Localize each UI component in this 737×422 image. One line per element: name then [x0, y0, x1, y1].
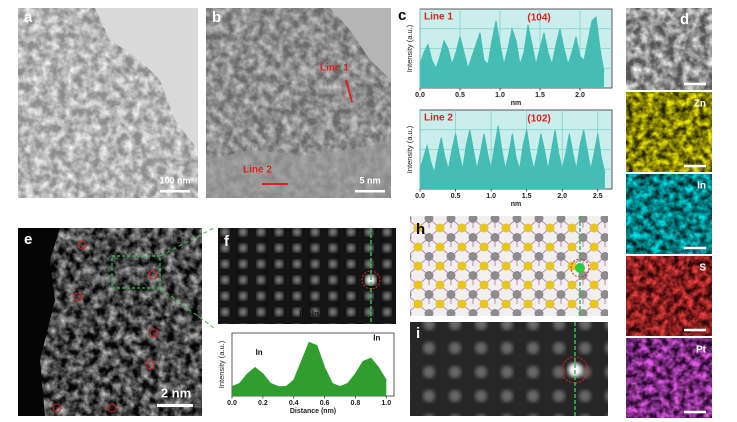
y-axis-label: Intensity (a.u.) [405, 125, 414, 173]
x-tick-label: 2.5 [593, 193, 603, 200]
x-tick-label: 0.4 [289, 400, 299, 407]
panel-label: i [416, 325, 420, 342]
annotation: In [373, 333, 380, 342]
area-fill [420, 16, 604, 88]
scale-bar-label: 5 nm [359, 175, 380, 185]
line-label: Line 2 [243, 165, 272, 176]
x-tick-label: 0.0 [415, 193, 425, 200]
texture [626, 8, 712, 90]
scale-bar-label: 2 nm [161, 385, 191, 400]
profile-line [231, 341, 387, 388]
chart-title: Line 2 [424, 113, 453, 124]
x-tick-label: 0.8 [351, 400, 361, 407]
map-label: Pt [696, 345, 707, 356]
map-label: In [697, 181, 706, 192]
x-tick-label: 0.2 [258, 400, 268, 407]
line-label: Line 1 [320, 63, 349, 74]
panel-f: f [218, 228, 396, 324]
area-fill [420, 125, 605, 189]
profile-line [419, 125, 606, 174]
atoms [218, 228, 396, 324]
panel-label: e [24, 231, 32, 248]
background-area [95, 8, 198, 150]
area-fill [232, 342, 387, 396]
annotation: Pt+In [299, 310, 319, 319]
panel-label: h [416, 221, 425, 238]
annotation: (104) [527, 13, 550, 24]
scale-bar [355, 190, 385, 193]
annotation: (102) [527, 114, 550, 125]
lattice [410, 216, 608, 316]
texture [626, 174, 712, 254]
x-axis-label: Distance (nm) [290, 408, 336, 415]
annotation: In [256, 348, 263, 357]
panel-a: a 100 nm [18, 8, 198, 198]
texture [626, 256, 712, 336]
texture [626, 92, 712, 172]
markers [52, 240, 159, 413]
x-tick-label: 1.0 [495, 92, 505, 99]
y-axis-label: Intensity (a.u.) [405, 24, 414, 72]
scale-bar [157, 404, 193, 407]
x-tick-label: 2.0 [575, 92, 585, 99]
x-tick-label: 0.5 [455, 92, 465, 99]
x-tick-label: 0.5 [451, 193, 461, 200]
panel-label: a [24, 9, 33, 26]
map-label: Zn [694, 99, 706, 110]
line-marker [345, 79, 353, 103]
background-area [206, 140, 391, 198]
x-tick-label: 0.0 [415, 92, 425, 99]
panel-label: c [398, 7, 406, 24]
marker [561, 356, 589, 384]
x-tick-label: 0.6 [320, 400, 330, 407]
panel-h: h [410, 216, 608, 316]
x-tick-label: 2.0 [557, 193, 567, 200]
x-tick-label: 1.0 [486, 193, 496, 200]
x-tick-label: 1.5 [535, 92, 545, 99]
texture [626, 338, 712, 418]
panel-label: f [224, 233, 230, 250]
profile-line [419, 15, 605, 73]
panel-d: d Zn In S Pt [626, 8, 712, 418]
panel-b: b Line 1 Line 2 5 nm [206, 8, 391, 198]
scale-bar-label: 100 nm [159, 175, 190, 185]
panel-label: b [212, 9, 221, 26]
panel-e: e 2 nm [18, 228, 202, 416]
y-axis-label: Intensity (a.u.) [217, 340, 226, 388]
x-tick-label: 0.0 [227, 400, 237, 407]
x-tick-label: 1.5 [522, 193, 532, 200]
map-label: S [699, 263, 706, 274]
chart-title: Line 1 [424, 12, 453, 23]
zoom-lines [159, 227, 215, 329]
panel-label: d [680, 11, 689, 28]
x-axis-label: nm [511, 201, 522, 208]
texture [40, 228, 202, 416]
x-axis-label: nm [511, 100, 522, 107]
scale-bar [160, 190, 190, 193]
x-tick-label: 1.0 [381, 400, 391, 407]
panel-i: i [410, 322, 608, 416]
scale-bars [684, 82, 706, 414]
background-area [330, 8, 391, 80]
